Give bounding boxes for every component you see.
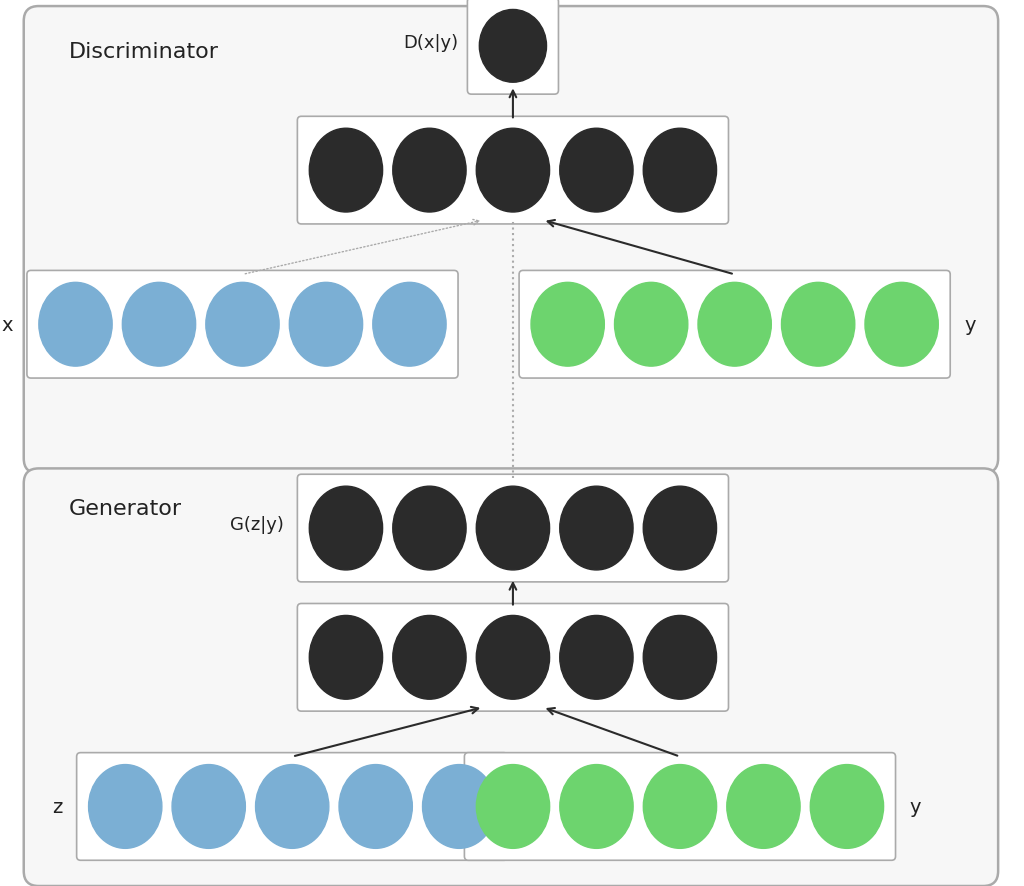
- Ellipse shape: [393, 129, 466, 213]
- Text: Generator: Generator: [69, 499, 181, 518]
- Text: y: y: [965, 315, 976, 334]
- Ellipse shape: [206, 283, 280, 367]
- FancyBboxPatch shape: [519, 271, 950, 378]
- Text: G(z|y): G(z|y): [229, 516, 284, 533]
- Ellipse shape: [290, 283, 362, 367]
- Ellipse shape: [643, 129, 717, 213]
- Text: z: z: [52, 797, 62, 816]
- Ellipse shape: [393, 486, 466, 571]
- FancyBboxPatch shape: [297, 475, 728, 582]
- Ellipse shape: [643, 616, 717, 699]
- Ellipse shape: [531, 283, 604, 367]
- Ellipse shape: [88, 765, 162, 849]
- Ellipse shape: [373, 283, 446, 367]
- Ellipse shape: [39, 283, 113, 367]
- Ellipse shape: [643, 765, 717, 849]
- FancyBboxPatch shape: [297, 604, 728, 711]
- Ellipse shape: [393, 616, 466, 699]
- Ellipse shape: [560, 486, 633, 571]
- Text: x: x: [1, 315, 13, 334]
- FancyBboxPatch shape: [27, 271, 458, 378]
- Ellipse shape: [560, 765, 633, 849]
- Ellipse shape: [698, 283, 771, 367]
- Ellipse shape: [865, 283, 938, 367]
- Ellipse shape: [560, 616, 633, 699]
- FancyBboxPatch shape: [77, 753, 508, 860]
- Ellipse shape: [423, 765, 496, 849]
- Ellipse shape: [781, 283, 855, 367]
- Ellipse shape: [476, 616, 550, 699]
- Ellipse shape: [172, 765, 246, 849]
- Text: D(x|y): D(x|y): [402, 34, 458, 51]
- FancyBboxPatch shape: [465, 753, 896, 860]
- Ellipse shape: [476, 129, 550, 213]
- Ellipse shape: [339, 765, 413, 849]
- Text: Discriminator: Discriminator: [69, 42, 218, 62]
- Ellipse shape: [479, 11, 547, 83]
- FancyBboxPatch shape: [24, 7, 998, 474]
- Ellipse shape: [560, 129, 633, 213]
- Ellipse shape: [476, 486, 550, 571]
- Ellipse shape: [643, 486, 717, 571]
- Ellipse shape: [614, 283, 688, 367]
- FancyBboxPatch shape: [297, 117, 728, 225]
- Ellipse shape: [727, 765, 800, 849]
- FancyBboxPatch shape: [24, 469, 998, 886]
- Ellipse shape: [476, 765, 550, 849]
- FancyBboxPatch shape: [467, 0, 558, 95]
- Ellipse shape: [256, 765, 329, 849]
- Text: y: y: [909, 797, 921, 816]
- Ellipse shape: [309, 486, 383, 571]
- Ellipse shape: [122, 283, 196, 367]
- Ellipse shape: [309, 129, 383, 213]
- Ellipse shape: [309, 616, 383, 699]
- Ellipse shape: [810, 765, 884, 849]
